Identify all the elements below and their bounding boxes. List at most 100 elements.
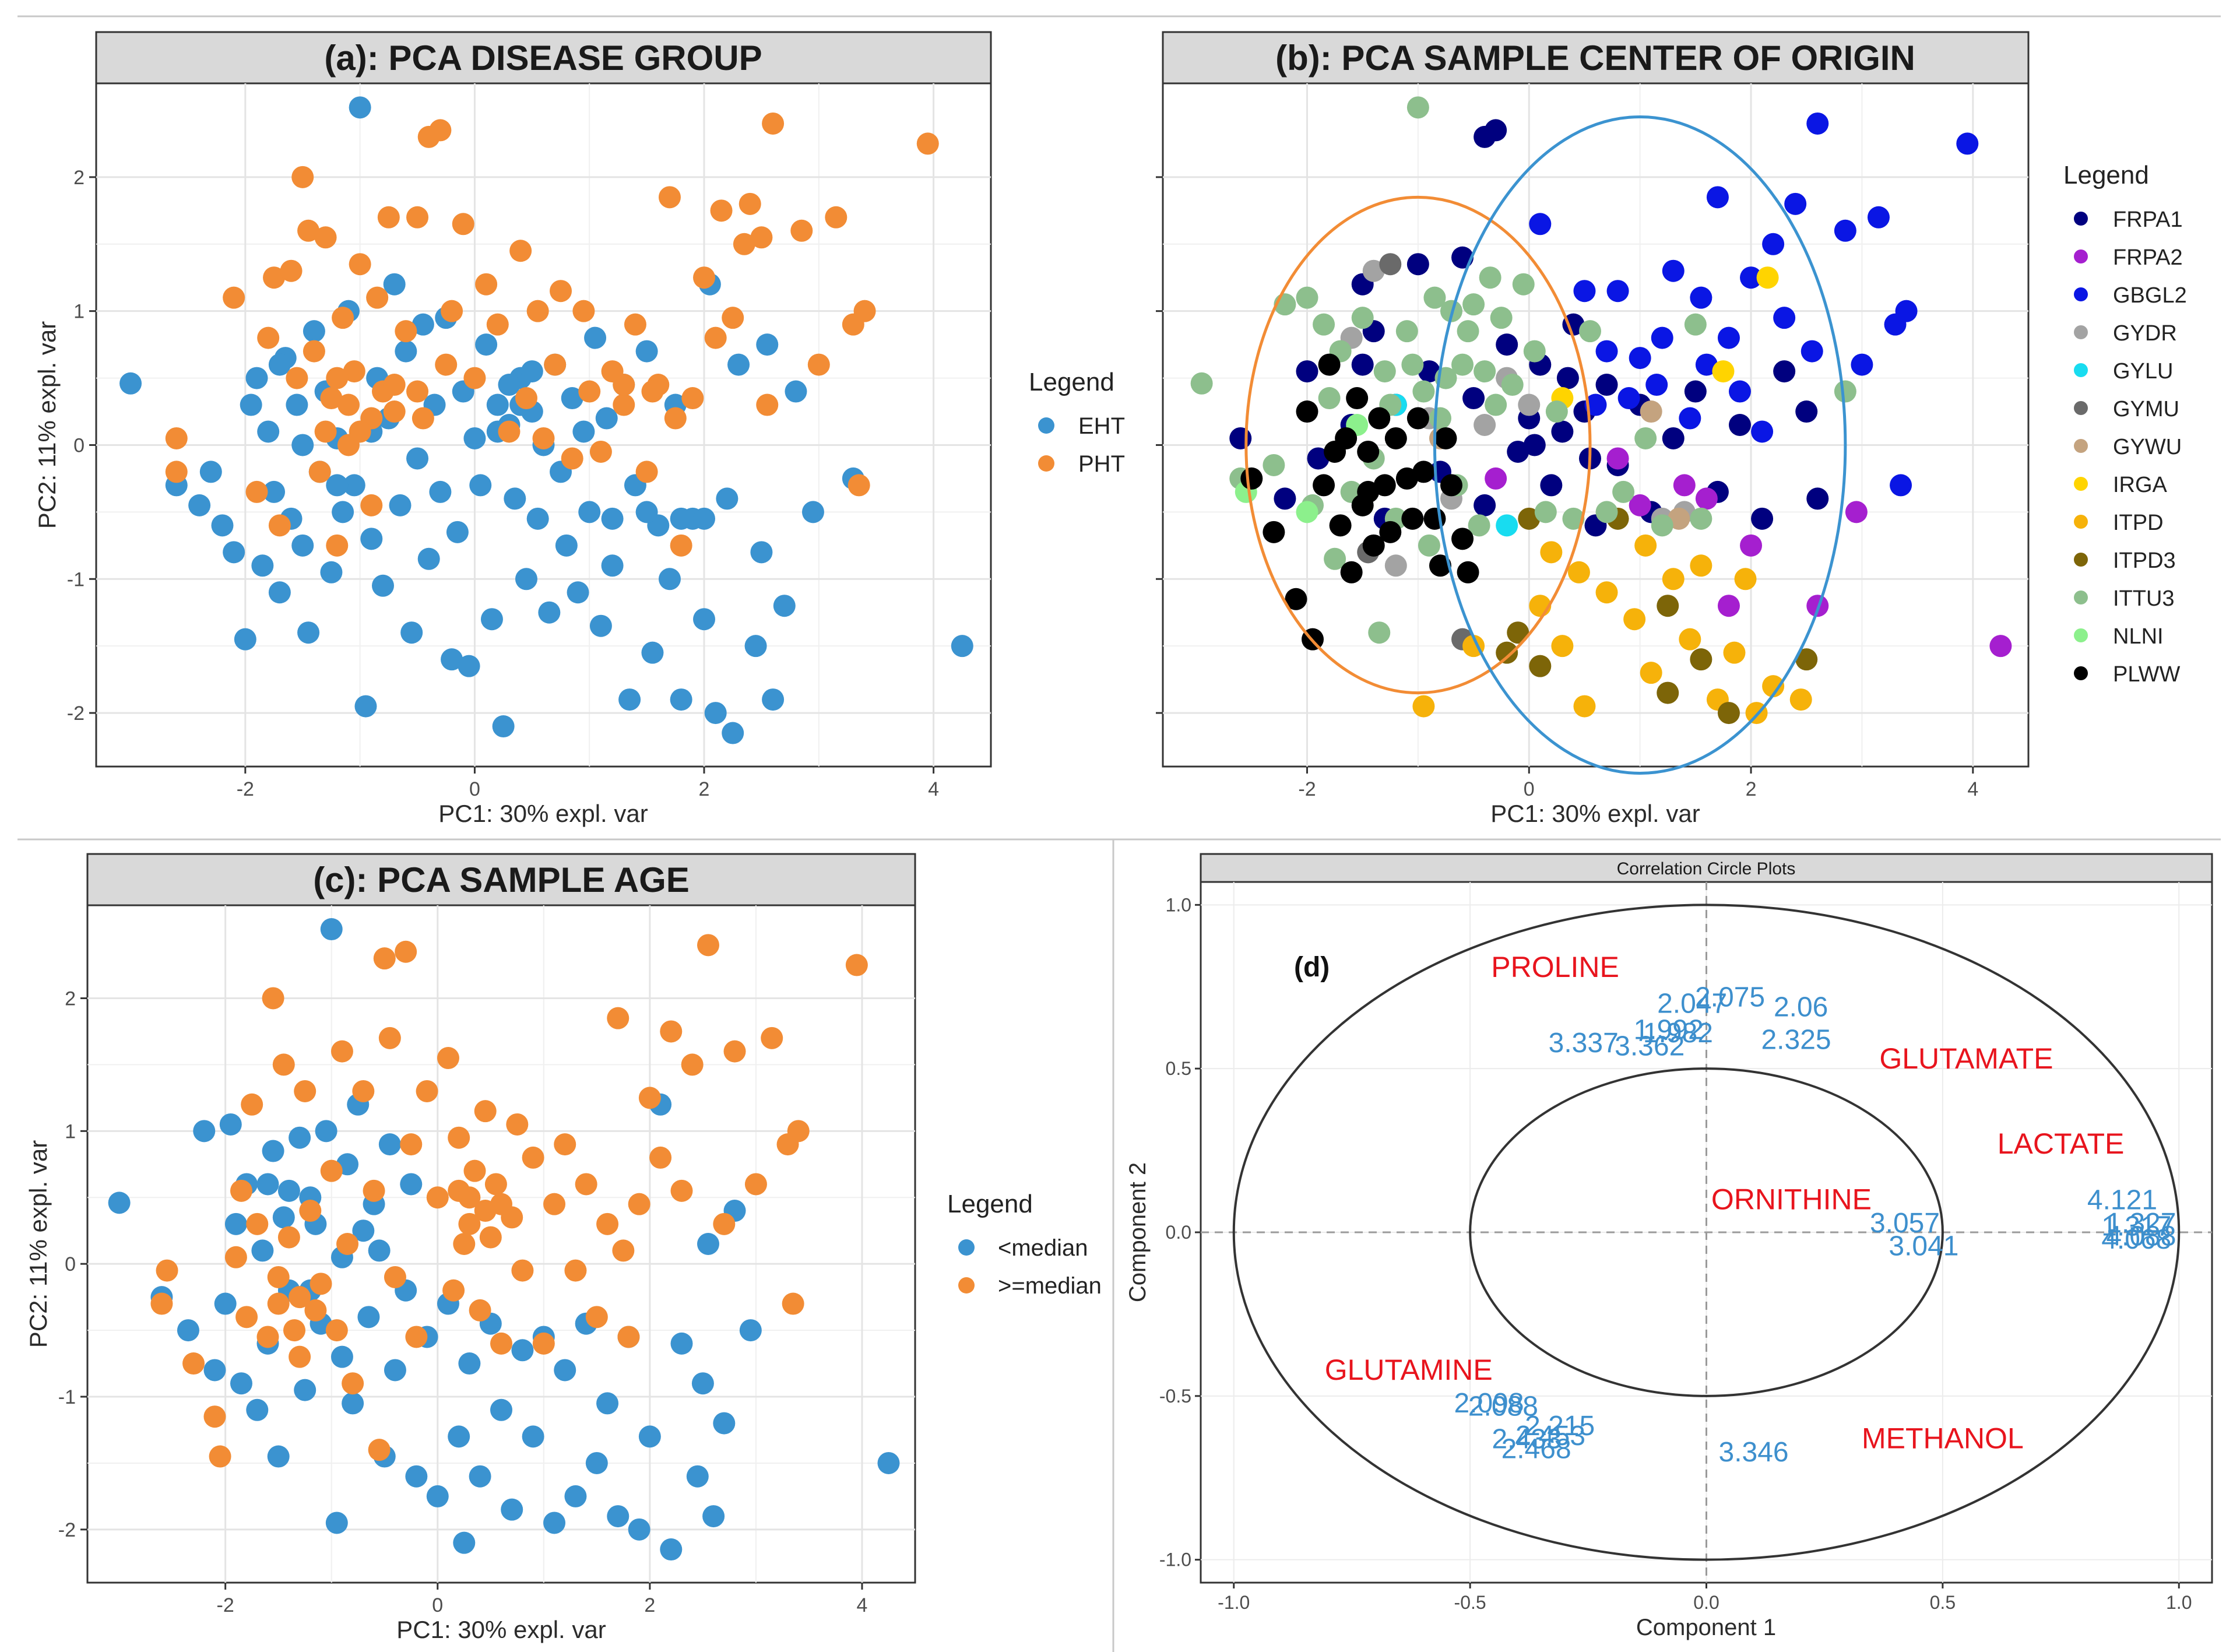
data-point bbox=[1324, 547, 1346, 570]
panel-b-plot-area bbox=[1162, 82, 2030, 768]
legend-label: GYMU bbox=[2113, 397, 2179, 421]
data-point bbox=[373, 947, 396, 970]
value-label: 4.121 bbox=[2087, 1185, 2157, 1216]
panel-a-legend-key-eht bbox=[1038, 417, 1054, 434]
data-point bbox=[1285, 588, 1307, 610]
data-point bbox=[1551, 420, 1574, 443]
panel-c-legend-title: Legend bbox=[947, 1190, 1033, 1218]
data-point bbox=[641, 380, 664, 403]
value-label: 4.088 bbox=[2106, 1221, 2176, 1252]
data-point bbox=[1462, 293, 1485, 316]
legend-key bbox=[2074, 249, 2088, 263]
data-point bbox=[441, 648, 463, 671]
data-point bbox=[479, 1226, 502, 1249]
data-point bbox=[1695, 487, 1718, 510]
data-point bbox=[289, 1286, 311, 1309]
data-point bbox=[1562, 507, 1585, 530]
data-point bbox=[368, 1439, 391, 1461]
data-point bbox=[617, 1326, 640, 1348]
panel-c-legend: Legend <median >=median bbox=[947, 1190, 1102, 1299]
data-point bbox=[522, 1425, 544, 1448]
data-point bbox=[262, 1140, 284, 1162]
data-point bbox=[230, 1179, 252, 1202]
data-point bbox=[664, 407, 687, 430]
data-point bbox=[589, 614, 612, 637]
data-point bbox=[1606, 447, 1629, 470]
data-point bbox=[554, 1133, 576, 1156]
x-tick-label: 0.5 bbox=[1930, 1592, 1956, 1613]
data-point bbox=[660, 1538, 683, 1561]
data-point bbox=[1762, 233, 1785, 255]
data-point bbox=[710, 199, 733, 222]
data-point bbox=[506, 1113, 529, 1136]
data-point bbox=[744, 1173, 767, 1196]
data-point bbox=[1318, 353, 1341, 376]
data-point bbox=[406, 206, 429, 229]
panel-c-ylabel: PC2: 11% expl. var bbox=[24, 1140, 52, 1348]
data-point bbox=[1890, 474, 1912, 497]
data-point bbox=[458, 1186, 481, 1209]
data-point bbox=[1795, 400, 1818, 423]
data-point bbox=[1351, 353, 1374, 376]
data-point bbox=[1462, 387, 1485, 410]
data-point bbox=[1474, 494, 1496, 516]
data-point bbox=[360, 528, 383, 550]
data-point bbox=[406, 447, 429, 470]
data-point bbox=[1457, 320, 1479, 343]
data-point bbox=[291, 434, 314, 456]
data-point bbox=[267, 1292, 290, 1315]
data-point bbox=[1313, 313, 1335, 336]
data-point bbox=[853, 300, 876, 322]
correlation-circle bbox=[1469, 1067, 1944, 1397]
data-point bbox=[787, 1120, 810, 1143]
data-point bbox=[395, 940, 417, 963]
data-point bbox=[165, 461, 188, 483]
data-point bbox=[1578, 320, 1601, 343]
data-point bbox=[704, 702, 727, 725]
data-point bbox=[773, 595, 796, 617]
data-point bbox=[277, 1179, 300, 1202]
data-point bbox=[618, 688, 641, 711]
data-point bbox=[1773, 307, 1796, 329]
data-point bbox=[1640, 662, 1662, 684]
value-label: 3.362 bbox=[1615, 1031, 1685, 1062]
data-point bbox=[1640, 400, 1662, 423]
data-point bbox=[245, 480, 268, 503]
data-point bbox=[429, 119, 452, 142]
data-point bbox=[713, 1212, 736, 1235]
value-label: 2.433 bbox=[1492, 1424, 1562, 1455]
data-point bbox=[1523, 434, 1546, 456]
data-point bbox=[1784, 192, 1807, 215]
panel-c-legend-key-below-median bbox=[958, 1239, 975, 1256]
panel-b-legend: Legend FRPA1 FRPA2 GBGL2 GYDR GYLU GYMU GYWU IR… bbox=[2063, 161, 2187, 687]
legend-key bbox=[2074, 439, 2088, 453]
data-point bbox=[670, 534, 692, 557]
panel-a: (a): PCA DISEASE GROUP -2 0 2 4 -2 -1 0 1 2 PC1:… bbox=[33, 31, 1125, 827]
x-tick-label: 0 bbox=[469, 778, 480, 800]
y-tick-label: 0 bbox=[65, 1253, 76, 1275]
data-point bbox=[1395, 320, 1418, 343]
data-point bbox=[286, 393, 308, 416]
x-tick-label: 4 bbox=[1967, 778, 1978, 800]
data-point bbox=[1545, 400, 1568, 423]
data-point bbox=[693, 507, 716, 530]
confidence-ellipse bbox=[1244, 195, 1592, 695]
data-point bbox=[263, 266, 286, 289]
data-point bbox=[314, 420, 337, 443]
data-point bbox=[1662, 259, 1685, 282]
data-point bbox=[697, 1233, 719, 1255]
data-point bbox=[150, 1292, 173, 1315]
data-point bbox=[762, 112, 785, 135]
data-point bbox=[1384, 554, 1407, 577]
data-point bbox=[165, 427, 188, 449]
data-point bbox=[383, 273, 406, 296]
data-point bbox=[782, 1292, 804, 1315]
data-point bbox=[349, 420, 371, 443]
variable-label: GLUTAMINE bbox=[1325, 1354, 1493, 1386]
data-point bbox=[1834, 219, 1856, 242]
data-point bbox=[1368, 621, 1391, 644]
data-point bbox=[722, 307, 744, 329]
panel-b-ellipses bbox=[1244, 115, 1847, 775]
panel-a-ylabel: PC2: 11% expl. var bbox=[33, 321, 61, 529]
